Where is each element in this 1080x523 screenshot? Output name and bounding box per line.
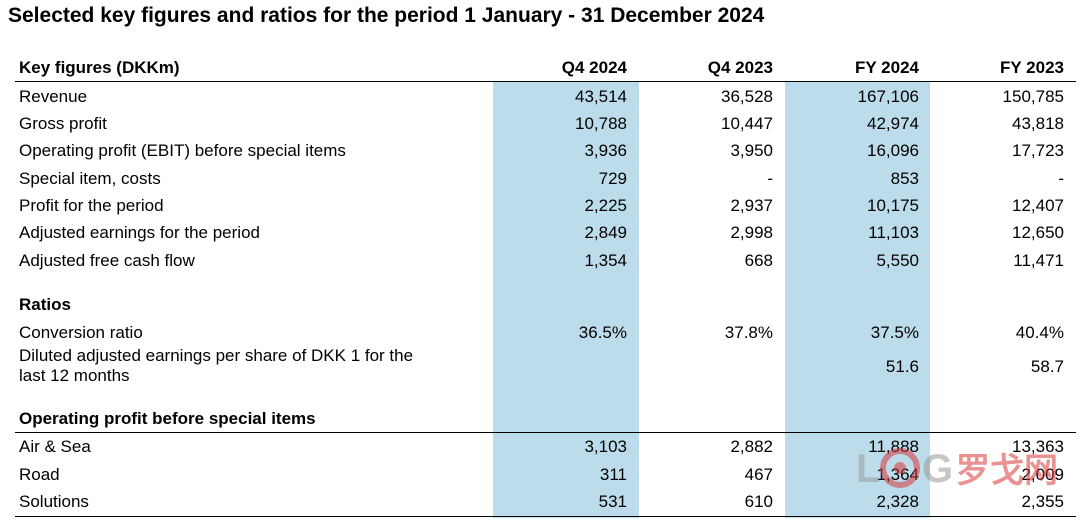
value-fy-2024: 5,550 <box>876 251 919 270</box>
value-q4-2023: 37.8% <box>724 323 773 342</box>
value-q4-2024: 729 <box>598 169 627 188</box>
row-label: Gross profit <box>19 114 107 133</box>
value-fy-2023: 2,009 <box>1021 465 1064 484</box>
value-fy-2023: 2,355 <box>1021 492 1064 511</box>
value-fy-2023: 58.7 <box>1030 357 1064 376</box>
table-row: Revenue 43,514 36,528 167,106 150,785 <box>0 87 1080 113</box>
table-row: Adjusted free cash flow 1,354 668 5,550 … <box>0 251 1080 277</box>
value-q4-2024: 10,788 <box>575 114 627 133</box>
row-label: Air & Sea <box>19 437 91 456</box>
row-label: Solutions <box>19 492 89 511</box>
value-fy-2023: 13,363 <box>1012 437 1064 456</box>
row-label: Special item, costs <box>19 169 161 188</box>
value-q4-2024: 36.5% <box>578 323 627 342</box>
table-row: Diluted adjusted earnings per share of D… <box>0 346 1080 390</box>
table-bottom-border <box>15 516 1076 517</box>
value-fy-2023: 12,650 <box>1012 223 1064 242</box>
operating-heading: Operating profit before special items <box>19 409 316 428</box>
value-fy-2024: 853 <box>890 169 919 188</box>
log-watermark-logo: L G 罗戈网 <box>856 447 1058 491</box>
value-q4-2023: 610 <box>744 492 773 511</box>
value-fy-2024: 11,103 <box>868 223 919 242</box>
value-q4-2023: 668 <box>744 251 773 270</box>
q4-2024-highlight-column <box>493 82 639 518</box>
table-row: Operating profit (EBIT) before special i… <box>0 141 1080 167</box>
value-fy-2023: 17,723 <box>1012 141 1064 160</box>
header-divider <box>15 81 1076 82</box>
value-q4-2023: 2,998 <box>730 223 773 242</box>
table-row: Profit for the period 2,225 2,937 10,175… <box>0 196 1080 222</box>
header-fy-2023: FY 2023 <box>1000 58 1064 77</box>
table-row: Adjusted earnings for the period 2,849 2… <box>0 223 1080 249</box>
value-fy-2023: 150,785 <box>1002 87 1064 106</box>
table-row: Special item, costs 729 - 853 - <box>0 169 1080 195</box>
value-fy-2024: 167,106 <box>857 87 919 106</box>
value-q4-2024: 3,103 <box>584 437 627 456</box>
table-row: Gross profit 10,788 10,447 42,974 43,818 <box>0 114 1080 140</box>
header-fy-2024: FY 2024 <box>855 58 919 77</box>
value-fy-2024: 10,175 <box>867 196 919 215</box>
value-fy-2024: 42,974 <box>867 114 919 133</box>
value-q4-2024: 1,354 <box>584 251 627 270</box>
value-fy-2023: 40.4% <box>1015 323 1064 342</box>
svg-text:L: L <box>856 447 880 491</box>
value-q4-2024: 311 <box>599 465 627 484</box>
value-fy-2024: 51.6 <box>885 357 919 376</box>
value-fy-2023: 43,818 <box>1012 114 1064 133</box>
row-label: Adjusted free cash flow <box>19 251 195 270</box>
value-fy-2024: 37.5% <box>870 323 919 342</box>
row-label: Operating profit (EBIT) before special i… <box>19 141 346 160</box>
value-fy-2023: 11,471 <box>1013 251 1064 270</box>
value-q4-2024: 3,936 <box>584 141 627 160</box>
svg-text:G: G <box>922 447 953 491</box>
section-heading-row: Operating profit before special items <box>0 409 1080 435</box>
table-row: Conversion ratio 36.5% 37.8% 37.5% 40.4% <box>0 323 1080 349</box>
table-row: Air & Sea 3,103 2,882 11,888 13,363 <box>0 437 1080 463</box>
section-heading-row: Ratios <box>0 295 1080 321</box>
row-label: Conversion ratio <box>19 323 143 342</box>
value-q4-2023: 36,528 <box>721 87 773 106</box>
value-q4-2024: 531 <box>598 492 627 511</box>
value-fy-2023: - <box>1058 169 1064 188</box>
section-divider <box>15 432 1076 433</box>
table-header-row: Key figures (DKKm) Q4 2024 Q4 2023 FY 20… <box>0 58 1080 84</box>
value-q4-2024: 2,225 <box>584 196 627 215</box>
header-label: Key figures (DKKm) <box>19 58 180 77</box>
table-row: Solutions 531 610 2,328 2,355 <box>0 492 1080 518</box>
value-q4-2023: - <box>767 169 773 188</box>
value-q4-2023: 10,447 <box>721 114 773 133</box>
page-title: Selected key figures and ratios for the … <box>8 4 765 27</box>
row-label: Road <box>19 465 60 484</box>
svg-text:罗戈网: 罗戈网 <box>956 451 1058 491</box>
value-q4-2023: 2,882 <box>730 437 773 456</box>
value-q4-2024: 43,514 <box>575 87 627 106</box>
header-q4-2023: Q4 2023 <box>707 58 773 77</box>
value-fy-2024: 16,096 <box>867 141 919 160</box>
value-q4-2023: 3,950 <box>730 141 773 160</box>
value-fy-2024: 2,328 <box>876 492 919 511</box>
value-q4-2023: 467 <box>744 465 773 484</box>
ratios-heading: Ratios <box>19 295 71 314</box>
fy-2024-highlight-column <box>785 82 930 518</box>
header-q4-2024: Q4 2024 <box>561 58 627 77</box>
value-fy-2023: 12,407 <box>1012 196 1064 215</box>
row-label: Diluted adjusted earnings per share of D… <box>19 346 414 385</box>
row-label: Revenue <box>19 87 88 106</box>
row-label: Adjusted earnings for the period <box>19 223 260 242</box>
row-label: Profit for the period <box>19 196 164 215</box>
value-q4-2024: 2,849 <box>584 223 627 242</box>
value-q4-2023: 2,937 <box>730 196 773 215</box>
